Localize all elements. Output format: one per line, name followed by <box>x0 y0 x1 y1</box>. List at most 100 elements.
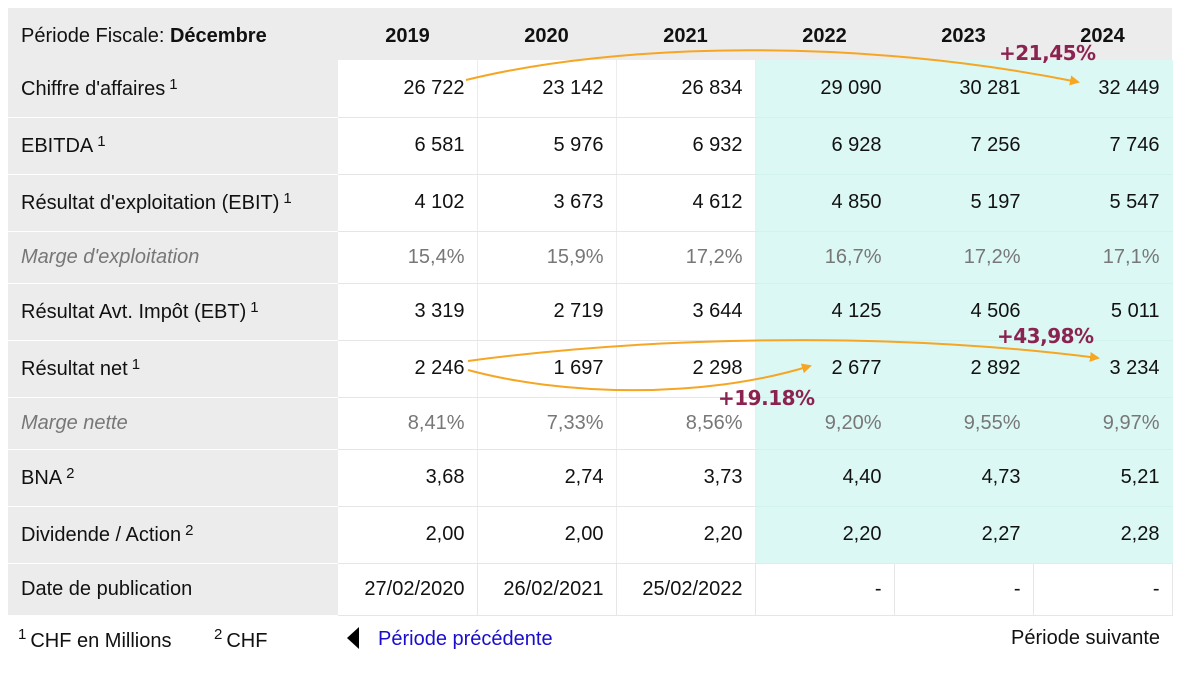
value-cell: 2,74 <box>477 449 617 507</box>
footnote-ref: 1 <box>283 190 292 207</box>
footnote-ref: 1 <box>250 299 259 316</box>
value-cell: 3 319 <box>338 283 478 341</box>
value-cell: 3 234 <box>1033 340 1173 398</box>
value-cell: 6 928 <box>755 117 895 175</box>
value-cell: 25/02/2022 <box>616 563 756 616</box>
value-cell: - <box>894 563 1034 616</box>
value-cell: 7 746 <box>1033 117 1173 175</box>
value-cell: 7 256 <box>894 117 1034 175</box>
row-label: Résultat Avt. Impôt (EBT) 1 <box>8 283 338 341</box>
year-header: 2023 <box>894 8 1033 60</box>
row-label: Résultat d'exploitation (EBIT) 1 <box>8 174 338 232</box>
header-row: Période Fiscale: Décembre 2019 2020 2021… <box>8 8 1172 60</box>
value-cell: 9,55% <box>894 397 1034 450</box>
row-label: Marge d'exploitation <box>8 231 338 284</box>
value-cell: 2 677 <box>755 340 895 398</box>
value-cell: 26 834 <box>616 60 756 118</box>
value-cell: 3 644 <box>616 283 756 341</box>
value-cell: 6 932 <box>616 117 756 175</box>
value-cell: 2 298 <box>616 340 756 398</box>
year-header: 2022 <box>755 8 894 60</box>
row-label: Marge nette <box>8 397 338 450</box>
value-cell: 8,56% <box>616 397 756 450</box>
year-header: 2020 <box>477 8 616 60</box>
value-cell: 2,20 <box>616 506 756 564</box>
financial-table: Période Fiscale: Décembre 2019 2020 2021… <box>8 8 1173 616</box>
value-cell: 16,7% <box>755 231 895 284</box>
value-cell: 29 090 <box>755 60 895 118</box>
row-label: Date de publication <box>8 563 338 616</box>
value-cell: 2 719 <box>477 283 617 341</box>
value-cell: 4 506 <box>894 283 1034 341</box>
value-cell: 5 547 <box>1033 174 1173 232</box>
footnote-2: 2 CHF <box>214 626 267 653</box>
value-cell: 3,68 <box>338 449 478 507</box>
value-cell: 5 011 <box>1033 283 1173 341</box>
value-cell: 2 892 <box>894 340 1034 398</box>
value-cell: 4 850 <box>755 174 895 232</box>
table-row: BNA 2 3,68 2,74 3,73 4,40 4,73 5,21 <box>8 449 1173 507</box>
value-cell: 15,4% <box>338 231 478 284</box>
value-cell: 32 449 <box>1033 60 1173 118</box>
value-cell: 5 976 <box>477 117 617 175</box>
fiscal-period-label: Période Fiscale: <box>21 24 165 47</box>
value-cell: 15,9% <box>477 231 617 284</box>
fiscal-period-value: Décembre <box>169 24 267 47</box>
table-row: Résultat d'exploitation (EBIT) 1 4 102 3 67… <box>8 174 1173 232</box>
value-cell: 3,73 <box>616 449 756 507</box>
value-cell: 2 246 <box>338 340 478 398</box>
footnote-ref: 2 <box>185 522 194 539</box>
value-cell: 17,2% <box>894 231 1034 284</box>
row-label: Résultat net 1 <box>8 340 338 398</box>
table-row: Résultat Avt. Impôt (EBT) 1 3 319 2 719 3 64… <box>8 283 1173 341</box>
row-label: Chiffre d'affaires 1 <box>8 60 338 118</box>
value-cell: 2,20 <box>755 506 895 564</box>
value-cell: 9,20% <box>755 397 895 450</box>
value-cell: 8,41% <box>338 397 478 450</box>
footnote-ref: 1 <box>131 356 141 373</box>
value-cell: - <box>1033 563 1173 616</box>
row-label: EBITDA 1 <box>8 117 338 175</box>
previous-period-link[interactable]: Période précédente <box>378 628 553 650</box>
value-cell: 30 281 <box>894 60 1034 118</box>
footnote-ref: 1 <box>169 75 178 93</box>
value-cell: 7,33% <box>477 397 617 450</box>
caret-left-icon[interactable] <box>347 627 359 649</box>
row-label-text: Date de publication <box>21 577 193 600</box>
footnote-ref: 2 <box>66 465 75 482</box>
year-header: 2024 <box>1033 8 1172 60</box>
value-cell: 2,28 <box>1033 506 1173 564</box>
value-cell: 4 612 <box>616 174 756 232</box>
value-cell: 4,40 <box>755 449 895 507</box>
table-row: Chiffre d'affaires 1 26 722 23 142 26 834 29 … <box>8 60 1173 118</box>
footnote-2-mark: 2 <box>214 626 223 643</box>
row-label-text: Dividende / Action <box>21 524 182 546</box>
table-row: EBITDA 1 6 581 5 976 6 932 6 928 7 256 7 746 <box>8 117 1173 175</box>
row-label: Dividende / Action 2 <box>8 506 338 564</box>
value-cell: 6 581 <box>338 117 478 175</box>
value-cell: 23 142 <box>477 60 617 118</box>
table-row: Date de publication 27/02/2020 26/02/2021 2… <box>8 563 1173 616</box>
value-cell: 5,21 <box>1033 449 1173 507</box>
row-label-text: BNA <box>21 467 63 489</box>
table-row: Résultat net 1 2 246 1 697 2 298 2 677 2 892 3 … <box>8 340 1173 398</box>
value-cell: 26/02/2021 <box>477 563 617 616</box>
next-period-link[interactable]: Période suivante <box>1011 627 1160 649</box>
row-label-text: Résultat Avt. Impôt (EBT) <box>21 301 247 323</box>
value-cell: 2,27 <box>894 506 1034 564</box>
value-cell: 4,73 <box>894 449 1034 507</box>
value-cell: 27/02/2020 <box>338 563 478 616</box>
footnote-1-text: CHF en Millions <box>30 630 172 652</box>
table-footer: 1 CHF en Millions 2 CHF Période précédente… <box>0 622 1194 662</box>
row-label-text: Chiffre d'affaires <box>21 77 166 100</box>
value-cell: 1 697 <box>477 340 617 398</box>
table-row: Dividende / Action 2 2,00 2,00 2,20 2,20 2,27 2… <box>8 506 1173 564</box>
row-label-text: Marge d'exploitation <box>21 245 200 268</box>
value-cell: 26 722 <box>338 60 478 118</box>
row-label-text: Résultat d'exploitation (EBIT) <box>21 192 280 214</box>
value-cell: 17,1% <box>1033 231 1173 284</box>
value-cell: 4 125 <box>755 283 895 341</box>
row-label-text: EBITDA <box>21 135 94 157</box>
footnote-1: 1 CHF en Millions <box>18 626 172 653</box>
value-cell: 5 197 <box>894 174 1034 232</box>
